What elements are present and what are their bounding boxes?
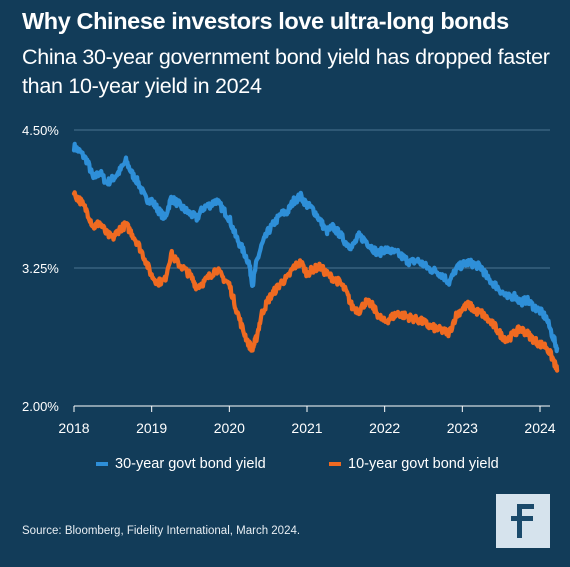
chart-title: Why Chinese investors love ultra-long bo…	[22, 8, 509, 34]
chart-legend: 30-year govt bond yield 10-year govt bon…	[0, 456, 570, 476]
y-tick-label: 3.25%	[22, 261, 59, 276]
legend-item-10-year: 10-year govt bond yield	[329, 456, 499, 472]
legend-swatch-10-year	[329, 462, 341, 466]
y-tick-label: 4.50%	[22, 123, 59, 138]
series-line-10-year	[71, 190, 560, 373]
x-tick-label: 2024	[524, 420, 555, 436]
x-tick-label: 2019	[136, 420, 167, 436]
legend-label-30-year: 30-year govt bond yield	[115, 456, 266, 472]
source-note: Source: Bloomberg, Fidelity Internationa…	[22, 525, 301, 537]
x-tick-label: 2021	[291, 420, 322, 436]
series-line-30-year	[71, 141, 560, 354]
fidelity-logo-glyph	[511, 504, 534, 538]
x-tick-label: 2018	[58, 420, 89, 436]
chart-subtitle: China 30-year government bond yield has …	[22, 45, 550, 98]
legend-item-30-year: 30-year govt bond yield	[96, 456, 266, 472]
x-tick-label: 2020	[214, 420, 245, 436]
x-tick-label: 2023	[447, 420, 478, 436]
fidelity-logo-icon	[496, 494, 550, 548]
legend-swatch-30-year	[96, 462, 108, 466]
legend-label-10-year: 10-year govt bond yield	[348, 456, 499, 472]
y-tick-label: 2.00%	[22, 399, 59, 414]
x-tick-label: 2022	[369, 420, 400, 436]
line-chart: 4.50% 3.25% 2.00% 2018 2019 2020 2021 2022 2023 2…	[22, 123, 560, 436]
